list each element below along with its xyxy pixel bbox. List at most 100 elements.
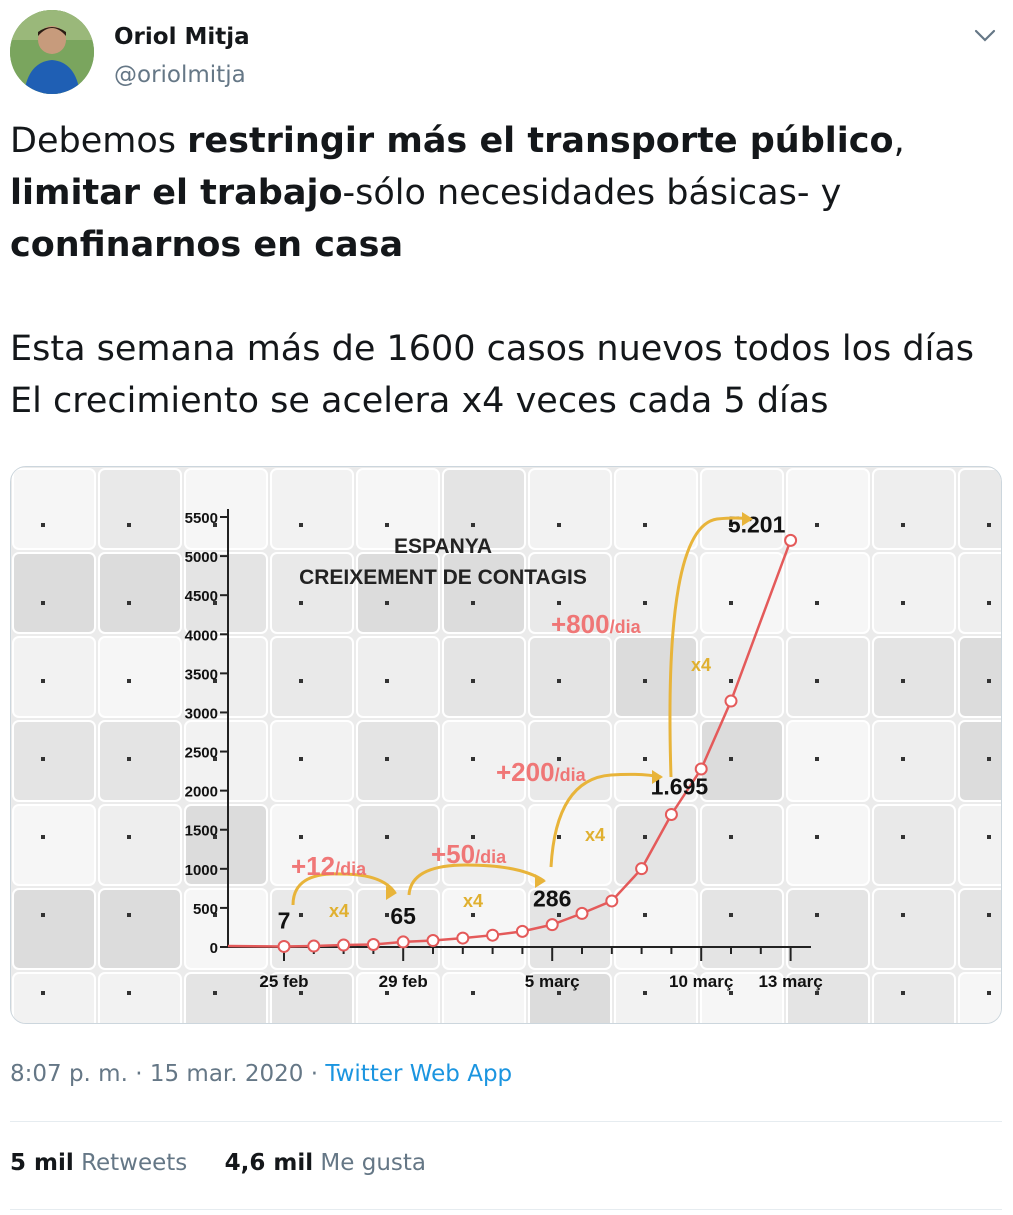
- tweet-text: Debemos restringir más el transporte púb…: [10, 115, 1005, 427]
- growth-arrow: [549, 772, 662, 868]
- author-name[interactable]: Oriol Mitja: [114, 24, 250, 50]
- bg-tile: [614, 636, 698, 718]
- bg-tile: [786, 972, 870, 1023]
- data-point: [575, 906, 589, 920]
- bg-tile: [528, 552, 612, 634]
- bg-dot: [987, 835, 991, 839]
- bg-dot: [557, 835, 561, 839]
- bg-dot: [901, 601, 905, 605]
- bg-dot: [643, 679, 647, 683]
- bg-dot: [815, 913, 819, 917]
- tweet-bold-text: restringir más el transporte público: [187, 121, 894, 161]
- bg-tile: [786, 888, 870, 970]
- bg-dot: [41, 679, 45, 683]
- bg-tile: [786, 720, 870, 802]
- bg-dot: [299, 679, 303, 683]
- bg-dot: [557, 991, 561, 995]
- data-point: [605, 894, 619, 908]
- bg-tile: [356, 972, 440, 1023]
- tweet-meta: 8:07 p. m. · 15 mar. 2020 · Twitter Web …: [10, 1061, 512, 1087]
- arrow-head: [742, 512, 753, 526]
- bg-dot: [901, 991, 905, 995]
- data-point: [486, 928, 500, 942]
- data-point: [545, 918, 559, 932]
- likes-stat[interactable]: 4,6 mil Me gusta: [225, 1150, 426, 1176]
- bg-tile: [700, 468, 784, 550]
- y-tick-label: 2000: [185, 784, 218, 801]
- bg-dot: [213, 835, 217, 839]
- bg-dot: [557, 757, 561, 761]
- tweet-time[interactable]: 8:07 p. m.: [10, 1061, 128, 1087]
- bg-tile: [184, 468, 268, 550]
- rate-annotation: +200/dia: [496, 757, 587, 787]
- divider-top: [10, 1121, 1002, 1122]
- bg-dot: [213, 601, 217, 605]
- bg-tile: [614, 972, 698, 1023]
- bg-tile: [270, 636, 354, 718]
- y-tick-label: 1000: [185, 862, 218, 879]
- avatar-image: [10, 10, 94, 94]
- bg-tile: [958, 888, 1001, 970]
- bg-tile: [528, 804, 612, 886]
- bg-dot: [299, 991, 303, 995]
- bg-dot: [41, 601, 45, 605]
- avatar[interactable]: [10, 10, 94, 94]
- bg-tile: [614, 888, 698, 970]
- bg-dot: [901, 835, 905, 839]
- tweet-bold-text: confinarnos en casa: [10, 225, 404, 265]
- y-tick-label: 2500: [185, 745, 218, 762]
- bg-dot: [385, 835, 389, 839]
- bg-tile: [528, 636, 612, 718]
- chart-background: [11, 467, 1001, 1023]
- tweet-text-segment: -sólo necesidades básicas- y: [342, 173, 842, 213]
- bg-dot: [385, 991, 389, 995]
- bg-dot: [127, 601, 131, 605]
- bg-tile: [872, 972, 956, 1023]
- multiplier-annotation: x4: [585, 825, 605, 845]
- tweet-media-chart[interactable]: 0 500 1000 1500 2000 2500 3000 3500 4000 4500 5000…: [10, 466, 1002, 1024]
- bg-dot: [643, 991, 647, 995]
- bg-dot: [557, 523, 561, 527]
- bg-tile: [442, 972, 526, 1023]
- bg-dot: [901, 757, 905, 761]
- bg-tile: [356, 552, 440, 634]
- bg-tile: [700, 972, 784, 1023]
- bg-dot: [471, 679, 475, 683]
- data-point: [784, 533, 798, 547]
- chart-subtitle: CREIXEMENT DE CONTAGIS: [299, 566, 587, 589]
- bg-tile: [872, 720, 956, 802]
- bg-tile: [958, 468, 1001, 550]
- bg-dot: [299, 523, 303, 527]
- bg-dot: [385, 913, 389, 917]
- tweet-header: Oriol Mitja @oriolmitja: [10, 10, 1000, 94]
- bg-tile: [12, 804, 96, 886]
- author-handle[interactable]: @oriolmitja: [114, 62, 246, 88]
- bg-dot: [643, 523, 647, 527]
- bg-dot: [41, 991, 45, 995]
- bg-dot: [815, 679, 819, 683]
- bg-tile: [700, 720, 784, 802]
- data-point: [724, 694, 738, 708]
- bg-dot: [643, 913, 647, 917]
- retweets-stat[interactable]: 5 mil Retweets: [10, 1150, 187, 1176]
- data-point: [366, 937, 380, 951]
- bg-tile: [356, 804, 440, 886]
- tweet-date[interactable]: 15 mar. 2020: [149, 1061, 304, 1087]
- y-tick-label: 500: [193, 901, 218, 918]
- bg-tile: [270, 972, 354, 1023]
- bg-dot: [729, 991, 733, 995]
- bg-dot: [557, 913, 561, 917]
- tweet-source-link[interactable]: Twitter Web App: [325, 1061, 513, 1087]
- retweets-label: Retweets: [81, 1150, 188, 1176]
- bg-tile: [442, 888, 526, 970]
- bg-tile: [356, 888, 440, 970]
- data-label: 65: [390, 903, 416, 929]
- meta-separator: ·: [127, 1061, 150, 1087]
- bg-dot: [213, 757, 217, 761]
- tweet-paragraph-1: Debemos restringir más el transporte púb…: [10, 115, 1005, 271]
- chevron-down-icon[interactable]: [972, 22, 998, 48]
- bg-tile: [528, 468, 612, 550]
- x-tick-label: 25 feb: [259, 972, 308, 991]
- likes-label: Me gusta: [320, 1150, 426, 1176]
- bg-tile: [184, 972, 268, 1023]
